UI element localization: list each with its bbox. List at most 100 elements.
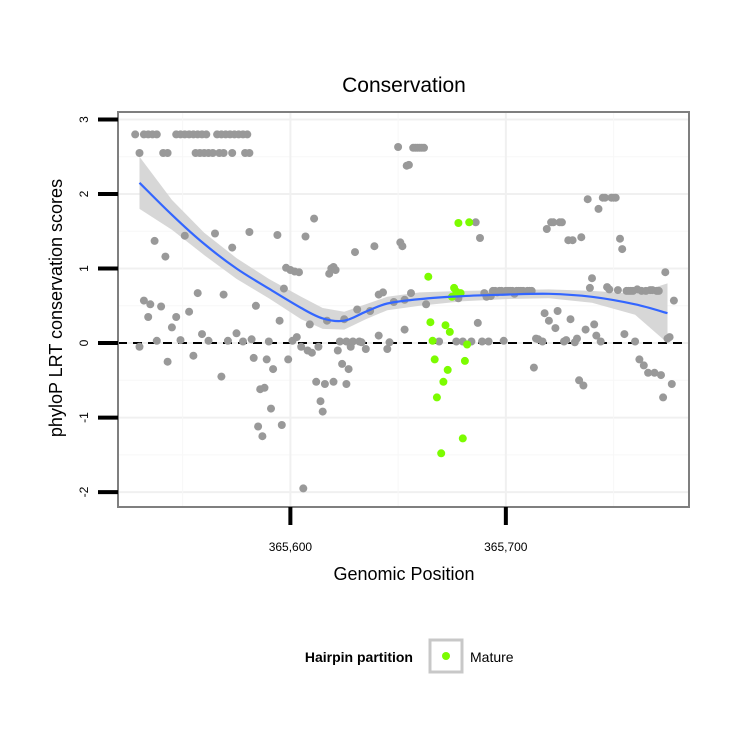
point-other-66: [260, 383, 269, 392]
y-tick-label-5: 3: [77, 116, 91, 123]
point-other-122: [400, 325, 409, 334]
point-other-229: [329, 377, 338, 386]
point-other-81: [295, 268, 303, 277]
point-other-83: [299, 484, 308, 493]
point-other-65: [258, 432, 267, 441]
point-other-203: [616, 234, 624, 243]
legend-title: Hairpin partition: [305, 649, 413, 665]
point-other-71: [273, 231, 282, 239]
point-other-37: [146, 300, 155, 309]
point-mature-15: [458, 434, 467, 443]
point-other-29: [219, 149, 228, 157]
point-other-86: [305, 320, 314, 329]
x-tick-label-0: 365,600: [269, 540, 313, 554]
point-other-224: [661, 268, 670, 277]
point-other-15: [202, 130, 211, 139]
point-other-141: [478, 337, 487, 346]
point-other-151: [499, 336, 508, 345]
point-other-230: [342, 380, 351, 388]
point-other-121: [398, 242, 407, 251]
point-other-167: [538, 337, 547, 346]
point-other-232: [374, 331, 383, 340]
point-other-38: [150, 236, 159, 245]
point-other-99: [333, 346, 342, 355]
point-other-70: [269, 365, 278, 374]
y-axis: -2 -1 0 1 2 3: [77, 116, 118, 497]
point-other-194: [596, 337, 605, 346]
legend: Hairpin partition Mature: [305, 638, 514, 674]
plot-border: [117, 111, 690, 508]
point-other-88: [310, 214, 319, 223]
point-other-172: [549, 218, 558, 227]
x-axis-title: Genomic Position: [333, 564, 474, 584]
point-mature-1: [426, 318, 435, 327]
point-other-59: [245, 228, 254, 236]
point-other-91: [316, 397, 325, 406]
point-other-33: [243, 130, 252, 139]
point-other-176: [557, 218, 566, 227]
point-other-32: [245, 149, 254, 157]
point-other-183: [573, 334, 581, 343]
point-other-173: [551, 324, 560, 333]
point-other-187: [581, 325, 590, 334]
point-other-61: [249, 353, 258, 362]
point-mature-13: [454, 219, 463, 227]
point-other-185: [577, 233, 586, 242]
point-other-202: [613, 286, 622, 295]
point-other-80: [292, 333, 301, 342]
y-tick-label-4: 2: [77, 190, 91, 197]
point-other-0: [131, 130, 140, 139]
point-other-140: [476, 234, 484, 242]
y-tick-label-1: -1: [77, 412, 91, 423]
point-other-108: [353, 305, 362, 314]
point-other-74: [279, 284, 288, 293]
point-other-20: [208, 149, 217, 157]
point-other-68: [264, 337, 273, 346]
point-other-198: [605, 285, 614, 294]
confidence-ribbon: [139, 156, 668, 343]
legend-key-mature: [442, 652, 450, 660]
point-other-214: [639, 361, 648, 370]
point-other-98: [331, 266, 340, 274]
point-other-101: [338, 359, 347, 368]
point-other-192: [592, 331, 601, 340]
point-other-100: [335, 337, 344, 346]
point-other-7: [163, 149, 172, 157]
point-other-35: [139, 296, 148, 305]
point-other-93: [320, 380, 329, 388]
point-mature-18: [465, 218, 474, 227]
plot-background: [118, 112, 689, 507]
y-tick-label-3: 1: [77, 265, 91, 272]
point-other-55: [223, 336, 232, 345]
point-other-107: [351, 248, 359, 257]
point-other-89: [312, 377, 321, 386]
point-mature-5: [437, 449, 446, 458]
point-other-110: [357, 338, 366, 347]
point-other-104: [344, 365, 353, 374]
point-other-57: [232, 329, 241, 338]
point-mature-16: [460, 356, 469, 365]
point-other-226: [665, 333, 674, 342]
point-other-111: [361, 345, 370, 353]
point-other-193: [594, 204, 603, 213]
point-other-119: [394, 143, 403, 151]
point-other-63: [254, 422, 263, 431]
point-other-221: [654, 286, 663, 295]
point-other-60: [247, 335, 256, 344]
point-other-219: [650, 368, 659, 377]
point-other-48: [189, 351, 198, 360]
point-other-131: [420, 143, 428, 152]
point-other-92: [318, 407, 327, 416]
y-axis-title: phyloP LRT conservation scores: [46, 179, 66, 437]
point-other-69: [267, 404, 275, 413]
point-other-34: [135, 342, 144, 351]
y-tick-label-0: -2: [77, 486, 91, 497]
point-mature-8: [443, 365, 452, 374]
point-other-216: [644, 368, 653, 377]
y-tick-label-2: 0: [77, 339, 91, 346]
point-other-40: [157, 302, 166, 311]
point-other-49: [193, 289, 202, 298]
point-mature-7: [441, 321, 450, 330]
point-other-188: [583, 195, 592, 204]
